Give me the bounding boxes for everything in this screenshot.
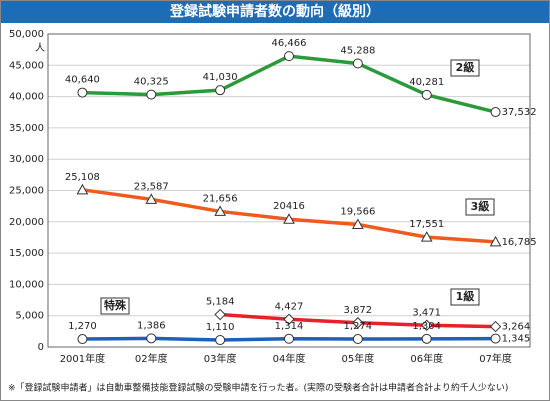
value-label: 19,566 <box>340 207 375 218</box>
point <box>421 333 432 344</box>
x-tick-label: 03年度 <box>204 352 237 365</box>
series-name-box <box>465 198 495 216</box>
y-tick-label: 20,000 <box>9 217 44 228</box>
y-tick-label: 15,000 <box>9 248 44 259</box>
point <box>284 51 294 62</box>
series-name-box <box>100 297 130 315</box>
value-label: 46,466 <box>272 38 307 49</box>
value-label: 1,304 <box>412 321 441 332</box>
y-tick-label: 35,000 <box>9 123 44 134</box>
value-label: 23,587 <box>134 181 169 192</box>
value-label: 37,532 <box>502 107 537 118</box>
point <box>490 107 501 118</box>
point <box>352 218 364 230</box>
x-tick-label: 07年度 <box>479 352 512 365</box>
point <box>421 89 432 100</box>
point <box>77 87 88 98</box>
value-label: 1,386 <box>137 320 166 331</box>
x-tick-label: 04年度 <box>273 352 306 365</box>
y-tick-label: 10,000 <box>9 279 44 290</box>
y-tick-label: 25,000 <box>9 186 44 197</box>
point <box>215 85 226 96</box>
title-banner <box>1 1 549 23</box>
value-label: 21,656 <box>203 193 238 204</box>
legend-label: 特殊 <box>104 298 127 312</box>
value-label: 40,325 <box>134 77 169 88</box>
value-label: 1,345 <box>502 334 531 345</box>
value-label: 41,030 <box>203 72 238 83</box>
point <box>489 235 502 247</box>
value-label: 1,270 <box>68 321 97 332</box>
x-tick-label: 05年度 <box>341 352 374 365</box>
legend-label: 3級 <box>471 199 490 213</box>
value-label: 3,264 <box>502 322 531 333</box>
series-name-box <box>450 288 480 306</box>
y-tick-label: 45,000 <box>9 60 44 71</box>
value-label: 25,108 <box>65 172 100 183</box>
chart-title: 登録試験申請者数の動向（級別） <box>169 3 380 20</box>
point <box>215 335 226 346</box>
value-label: 5,184 <box>206 297 235 308</box>
footnote: ※「登録試験申請者」は自動車整備技能登録試験の受験申請を行った者。(実際の受験者… <box>8 382 508 394</box>
point <box>146 333 157 344</box>
point <box>352 58 363 69</box>
value-label: 20416 <box>273 201 305 212</box>
value-label: 17,551 <box>409 219 444 230</box>
value-label: 4,427 <box>275 301 304 312</box>
legend-label: 2級 <box>456 60 475 74</box>
y-unit: 人 <box>35 42 45 54</box>
point <box>352 334 363 345</box>
point <box>489 320 502 333</box>
plot-frame <box>47 33 531 348</box>
y-tick-label: 0 <box>38 342 44 353</box>
value-label: 1,274 <box>344 321 373 332</box>
point <box>421 319 433 331</box>
value-label: 45,288 <box>340 45 375 56</box>
x-tick-label: 06年度 <box>410 352 443 365</box>
point <box>352 317 364 329</box>
x-tick-label: 02年度 <box>135 352 168 365</box>
point <box>146 89 157 100</box>
point <box>214 205 226 216</box>
value-label: 40,281 <box>409 77 444 88</box>
point <box>145 193 158 204</box>
value-label: 1,314 <box>275 321 304 332</box>
value-label: 1,110 <box>206 322 235 333</box>
point <box>490 333 501 344</box>
series-name-box <box>450 59 480 77</box>
point <box>284 333 294 344</box>
y-tick-label: 5,000 <box>15 311 44 322</box>
y-tick-label: 50,000 <box>9 29 44 40</box>
legend-label: 1級 <box>456 289 475 303</box>
point <box>283 213 295 224</box>
point <box>77 334 88 345</box>
value-label: 3,872 <box>344 305 373 316</box>
value-label: 3,471 <box>412 307 441 318</box>
point <box>214 308 226 321</box>
value-label: 40,640 <box>65 75 100 86</box>
x-tick-label: 2001年度 <box>60 352 105 365</box>
point <box>76 183 89 195</box>
y-tick-label: 30,000 <box>9 154 44 165</box>
point <box>420 231 433 242</box>
point <box>283 313 295 325</box>
value-label: 16,785 <box>502 237 537 248</box>
y-tick-label: 40,000 <box>9 92 44 103</box>
